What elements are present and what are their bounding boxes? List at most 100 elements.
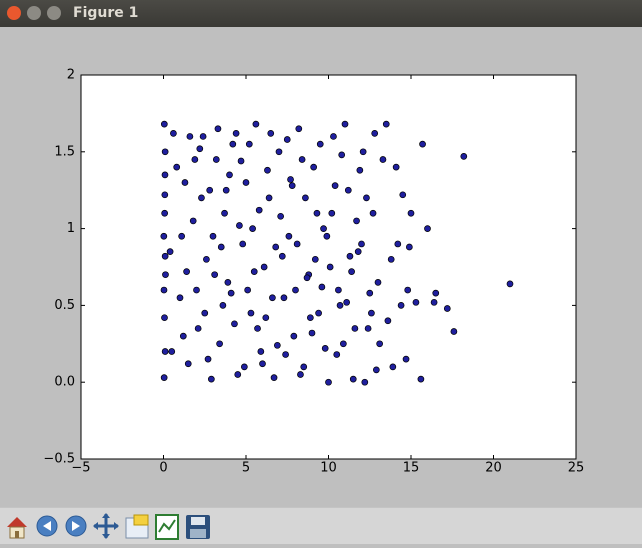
point — [336, 302, 344, 309]
point — [295, 125, 303, 133]
point — [288, 182, 296, 189]
save-button[interactable] — [186, 515, 210, 539]
point — [208, 375, 215, 383]
x-tick-label: 20 — [485, 461, 502, 476]
point — [341, 120, 349, 128]
point — [267, 130, 275, 137]
point — [198, 194, 205, 202]
y-tick-label: −0.5 — [43, 452, 75, 467]
point — [443, 305, 451, 312]
point — [201, 309, 209, 317]
point — [287, 176, 294, 183]
point — [249, 225, 256, 232]
point — [353, 217, 360, 225]
point — [376, 340, 383, 348]
point — [237, 157, 245, 165]
point — [234, 371, 242, 378]
point — [161, 171, 169, 179]
point — [349, 375, 357, 383]
point — [161, 252, 169, 260]
point — [358, 240, 365, 248]
chart: −5 0 5 10 15 20 25 −0.5 0.0 0.5 1 1.5 2 — [43, 68, 584, 476]
point — [224, 279, 232, 286]
point — [346, 252, 354, 260]
x-tick-label: 0 — [159, 461, 167, 476]
point — [424, 225, 431, 232]
point — [160, 374, 168, 381]
point — [320, 225, 327, 232]
point — [239, 240, 247, 248]
x-tick-label: 5 — [242, 461, 250, 476]
point — [399, 191, 407, 199]
minimize-button[interactable] — [27, 6, 41, 20]
point — [245, 140, 253, 148]
point — [298, 156, 306, 163]
point — [199, 133, 207, 140]
point — [272, 243, 280, 251]
point — [402, 355, 410, 363]
point — [176, 294, 184, 302]
back-button[interactable] — [36, 515, 58, 537]
x-tick-label: 15 — [403, 461, 420, 476]
subplots-button[interactable] — [155, 514, 179, 540]
point — [254, 325, 261, 332]
point — [280, 294, 288, 302]
point — [262, 314, 270, 322]
point — [160, 120, 168, 128]
point — [371, 130, 379, 137]
point — [259, 360, 266, 368]
point — [361, 378, 369, 386]
point — [178, 232, 185, 240]
point — [257, 348, 265, 355]
point — [260, 263, 268, 271]
point — [196, 145, 204, 153]
point — [412, 298, 420, 306]
point — [255, 206, 263, 214]
point — [303, 274, 311, 282]
x-tick-label: 10 — [320, 461, 337, 476]
point — [307, 314, 314, 322]
point — [252, 120, 260, 128]
maximize-button[interactable] — [47, 6, 61, 20]
point — [369, 209, 377, 217]
point — [323, 232, 331, 240]
point — [179, 332, 187, 340]
point — [231, 320, 238, 328]
point — [506, 280, 514, 288]
point — [250, 268, 258, 275]
toolbar — [0, 507, 642, 544]
zoom-button[interactable] — [125, 514, 149, 539]
point — [209, 232, 217, 240]
point — [166, 248, 174, 255]
point — [242, 179, 250, 186]
point — [315, 309, 322, 317]
point — [217, 243, 225, 251]
point — [292, 286, 299, 294]
point — [222, 186, 230, 194]
point — [311, 255, 319, 263]
point — [241, 363, 248, 371]
point — [382, 120, 390, 128]
point — [359, 148, 367, 156]
point — [335, 286, 342, 294]
window-title: Figure 1 — [73, 5, 139, 21]
forward-button[interactable] — [65, 515, 87, 537]
point — [330, 133, 337, 140]
point — [394, 240, 402, 248]
point — [183, 268, 190, 275]
point — [194, 325, 202, 332]
pan-button[interactable] — [93, 513, 119, 539]
point — [170, 130, 177, 137]
point — [274, 341, 281, 349]
point — [297, 371, 304, 378]
point — [264, 166, 271, 174]
point — [308, 329, 316, 337]
title-bar: Figure 1 — [0, 0, 642, 27]
close-button[interactable] — [7, 6, 21, 20]
point — [277, 212, 284, 220]
home-button[interactable] — [4, 514, 30, 540]
point — [374, 279, 382, 286]
point — [275, 148, 283, 156]
toolbar-icons — [4, 513, 210, 540]
